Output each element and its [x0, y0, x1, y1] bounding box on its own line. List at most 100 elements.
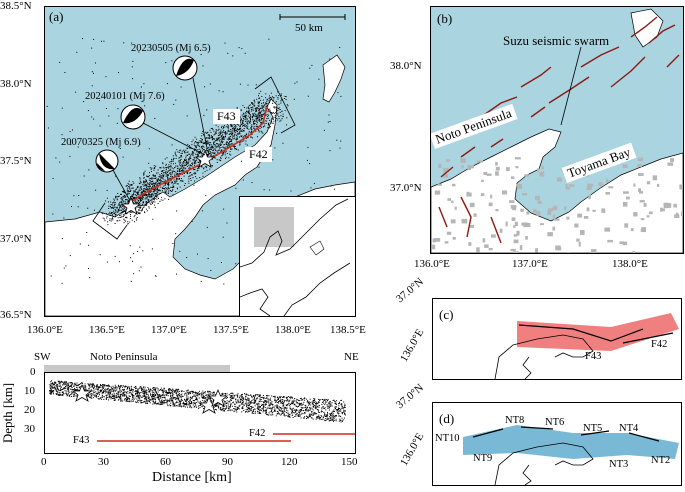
a-lon-tick-4: 137.5°E [213, 324, 249, 336]
b-lon-tick-1: 136.0°E [414, 258, 450, 270]
d-nt6: NT6 [545, 417, 565, 428]
a-lat-tick-4: 37.0°N [0, 233, 32, 245]
c-lon: 136.0°E [398, 326, 427, 364]
section-sw: SW [34, 351, 51, 363]
d-nt8: NT8 [505, 415, 525, 426]
d-lat: 37.0°N [394, 381, 426, 412]
peninsula-bar-label: Noto Peninsula [90, 351, 158, 363]
panel-d-label: (d) [439, 411, 455, 426]
x-tick-60: 60 [160, 456, 171, 468]
b-fault-2 [520, 66, 552, 88]
section-ylabel: Depth [km] [0, 382, 16, 444]
b-fault-10 [530, 106, 546, 118]
b-swarm-label: Suzu seismic swarm [503, 33, 610, 48]
inset-study-area [254, 207, 294, 247]
d-segments-zone [463, 425, 679, 459]
a-lat-tick-3: 37.5°N [0, 155, 32, 167]
y-tick-10: 10 [24, 385, 35, 397]
event-label-2007: 20070325 (Mj 6.9) [61, 137, 141, 148]
b-fault-14 [438, 206, 448, 228]
d-nt3: NT3 [609, 459, 629, 470]
fault-box-ne [254, 76, 296, 134]
b-fault-8 [440, 166, 454, 178]
inset-map [239, 196, 355, 316]
peninsula-bar [44, 365, 230, 372]
y-tick-20: 20 [24, 404, 35, 416]
c-f43-f42-zone [517, 313, 679, 351]
a-lon-tick-2: 136.5°E [89, 324, 125, 336]
a-lon-tick-1: 136.0°E [27, 324, 63, 336]
b-fault-7 [460, 146, 476, 158]
panel-a-map: (a) 50 km 20230505 (Mj 6.5) 20240101 (Mj… [44, 6, 356, 317]
panel-c-map: (c) F43 F42 [432, 298, 682, 380]
b-fault-3 [548, 76, 590, 104]
a-lon-tick-3: 137.0°E [151, 324, 187, 336]
a-lon-tick-5: 138.0°E [275, 324, 311, 336]
y-tick-30: 30 [24, 423, 35, 435]
scalebar-label: 50 km [295, 22, 323, 34]
a-lat-tick-2: 38.0°N [0, 78, 32, 90]
land-sado [322, 54, 346, 103]
section-label-f43: F43 [73, 435, 90, 446]
section-plot: F43 F42 [44, 372, 356, 454]
panel-a-label: (a) [49, 9, 64, 24]
c-lat: 37.0°N [394, 275, 426, 306]
y-tick-0: 0 [30, 366, 36, 378]
d-coast [494, 442, 594, 485]
b-swarm-leader [560, 46, 582, 126]
panel-b-label: (b) [437, 11, 453, 26]
b-lon-tick-3: 138.0°E [612, 258, 648, 270]
panel-b-map: (b) Suzu seismic swarm Noto Peninsula To… [430, 6, 684, 254]
d-nt10: NT10 [435, 433, 460, 444]
b-lon-tick-2: 137.0°E [512, 258, 548, 270]
section-xlabel: Distance [km] [152, 470, 232, 485]
x-tick-30: 30 [98, 456, 109, 468]
c-coast [494, 334, 594, 379]
event-label-2023: 20230505 (Mj 6.5) [131, 43, 211, 54]
epicenter-star-2007 [120, 196, 142, 215]
epicenter-star-2024 [194, 149, 216, 168]
b-land [431, 128, 683, 253]
b-fault-15 [490, 216, 502, 244]
b-fault-5 [610, 56, 646, 88]
section-seismicity [49, 380, 346, 423]
b-fault-13 [460, 196, 472, 238]
b-fault-12 [666, 54, 680, 68]
b-fault-6 [630, 16, 658, 38]
a-lat-tick-1: 38.5°N [0, 0, 32, 12]
fault-trace-f43 [122, 106, 268, 208]
section-label-f42: F42 [249, 428, 266, 439]
d-nt4: NT4 [619, 423, 639, 434]
panel-c-label: (c) [439, 307, 454, 322]
beachball-2024 [120, 104, 206, 156]
b-sado [630, 8, 664, 48]
c-fault-line [518, 324, 644, 342]
a-lat-tick-5: 36.5°N [0, 309, 32, 321]
x-tick-0: 0 [41, 456, 47, 468]
panel-d-map: (d) NT10 NT9 NT8 NT6 NT5 NT4 NT3 NT2 [432, 402, 682, 486]
c-fault-line-2 [622, 332, 674, 344]
d-nt9: NT9 [473, 453, 493, 464]
b-fault-9 [490, 138, 504, 148]
x-tick-120: 120 [281, 456, 298, 468]
d-fault-lines [472, 426, 660, 442]
event-label-2024: 20240101 (Mj 7.6) [85, 91, 165, 102]
b-lat-tick-2: 37.0°N [390, 182, 422, 194]
beachball-2007 [95, 149, 130, 200]
x-tick-90: 90 [222, 456, 233, 468]
d-nt5: NT5 [583, 423, 603, 434]
b-fault-11 [648, 24, 676, 44]
section-star-2023 [207, 388, 229, 407]
c-label-f43: F43 [585, 351, 602, 362]
section-ne: NE [344, 351, 359, 363]
section-star-2007 [71, 383, 93, 402]
c-label-f42: F42 [651, 339, 668, 350]
fault-label-f42: F42 [245, 147, 272, 162]
x-tick-150: 150 [341, 456, 358, 468]
b-lat-tick-1: 38.0°N [390, 60, 422, 72]
fault-box-sw [92, 202, 128, 240]
d-nt2: NT2 [651, 455, 671, 466]
fault-label-f43: F43 [213, 109, 240, 124]
b-fault-4 [580, 46, 620, 68]
a-lon-tick-6: 138.5°E [330, 324, 366, 336]
